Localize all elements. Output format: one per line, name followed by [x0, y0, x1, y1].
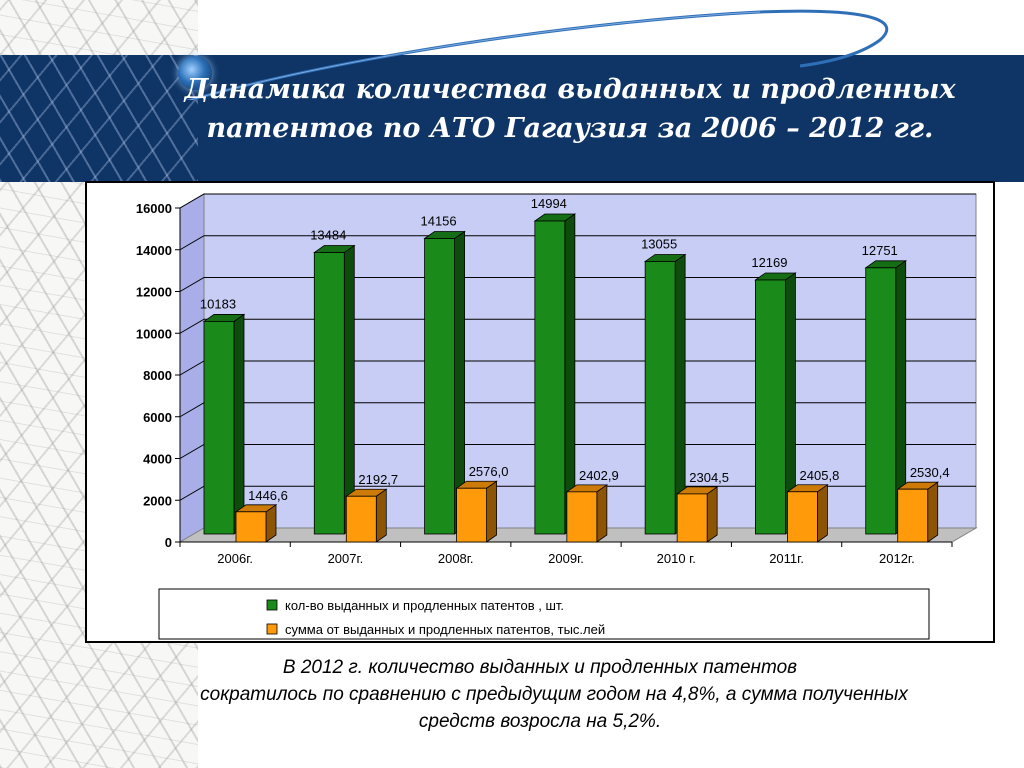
data-label: 2304,5 — [689, 470, 729, 485]
bar-side — [375, 488, 387, 543]
data-label: 2402,9 — [579, 468, 619, 483]
y-tick-label: 6000 — [143, 410, 172, 425]
y-tick-label: 14000 — [136, 243, 172, 258]
bar — [755, 279, 786, 535]
title-line-2: патентов по АТО Гагаузия за 2006 – 2012 … — [206, 113, 934, 144]
bar-side — [233, 313, 245, 535]
y-tick-label: 12000 — [136, 285, 172, 300]
data-label: 12169 — [751, 255, 787, 270]
x-tick-label: 2008г. — [438, 551, 474, 566]
data-label: 12751 — [862, 243, 898, 258]
legend-swatch — [266, 599, 278, 611]
caption: В 2012 г. количество выданных и продленн… — [60, 654, 1020, 735]
legend-label: кол-во выданных и продленных патентов , … — [285, 598, 564, 613]
bar — [644, 261, 676, 535]
caption-line-3: средств возросла на 5,2%. — [418, 711, 662, 732]
chart-frame: 0 2000 4000 6000 8000 10000 12000 14000 16000 101… — [85, 181, 995, 643]
banner-pattern — [0, 55, 198, 182]
gridline — [179, 277, 976, 292]
data-label: 14156 — [420, 213, 456, 228]
bar — [424, 238, 455, 535]
y-tick-label: 2000 — [143, 493, 172, 508]
data-label: 14994 — [531, 196, 567, 211]
bar — [865, 267, 897, 535]
legend — [158, 588, 930, 640]
bar — [345, 495, 377, 543]
gridline — [179, 318, 976, 334]
gridline — [179, 193, 976, 209]
y-tick-label: 8000 — [143, 368, 172, 383]
bar — [456, 487, 487, 543]
data-label: 2192,7 — [358, 472, 398, 487]
data-label: 2405,8 — [800, 468, 840, 483]
bar — [534, 220, 566, 535]
caption-line-1: В 2012 г. количество выданных и продленн… — [282, 657, 798, 678]
bar — [203, 321, 235, 535]
x-tick-label: 2006г. — [217, 551, 253, 566]
bar-side — [343, 244, 355, 535]
bar — [897, 488, 929, 543]
y-tick-label: 16000 — [136, 201, 172, 216]
x-tick-label: 2009г. — [548, 551, 584, 566]
y-tick-label: 4000 — [143, 452, 172, 467]
globe-icon — [178, 56, 212, 90]
bar-side — [596, 484, 608, 543]
gridline — [179, 235, 976, 251]
bar-side — [486, 480, 497, 543]
x-tick-label: 2011г. — [769, 551, 804, 566]
bar-side — [817, 484, 828, 543]
x-tick-label: 2012г. — [879, 551, 915, 566]
decorative-swoosh — [184, 9, 889, 100]
data-label: 13055 — [641, 236, 677, 251]
bar-side — [927, 481, 939, 543]
data-label: 2576,0 — [469, 464, 509, 479]
title-line-1: Динамика количества выданных и продленны… — [184, 74, 956, 105]
y-tick-label: 10000 — [136, 326, 172, 341]
caption-line-2: сократилось по сравнению с предыдущим го… — [200, 684, 908, 705]
data-label: 13484 — [310, 228, 346, 243]
bar — [566, 491, 598, 543]
title-banner — [0, 55, 1024, 182]
x-tick-label: 2007г. — [328, 551, 364, 566]
bar-side — [706, 486, 718, 543]
bar-side — [564, 213, 576, 535]
x-tick-label: 2010 г. — [657, 551, 696, 566]
bar — [313, 252, 345, 535]
bar-chart: 0 2000 4000 6000 8000 10000 12000 14000 16000 101… — [136, 193, 978, 640]
data-label: 1446,6 — [248, 488, 288, 503]
slide-title: Динамика количества выданных и продленны… — [130, 70, 1010, 148]
bar — [676, 493, 708, 543]
legend-label: сумма от выданных и продленных патентов,… — [285, 622, 605, 637]
data-label: 10183 — [200, 296, 236, 311]
y-tick-label: 0 — [165, 535, 172, 550]
data-label: 2530,4 — [910, 465, 950, 480]
bar — [235, 511, 267, 543]
legend-swatch — [266, 623, 278, 635]
bar — [787, 491, 818, 543]
